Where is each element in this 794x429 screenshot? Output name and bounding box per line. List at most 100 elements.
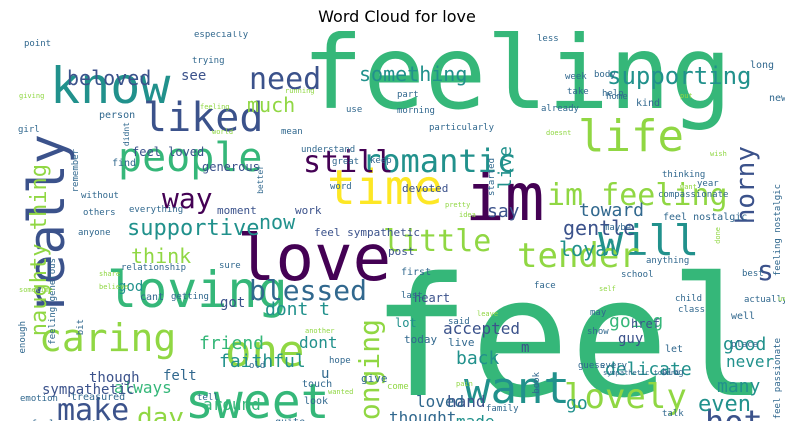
word-let: let (665, 344, 684, 355)
word-may: may (590, 308, 607, 318)
word-now: now (259, 210, 296, 234)
word-pain: pain (456, 380, 473, 388)
word-sympathetic: sympathetic (42, 382, 135, 398)
word-self: self (599, 285, 616, 293)
word-giving: giving (19, 92, 45, 100)
word-getting: getting (171, 292, 209, 302)
word-one: one (225, 326, 305, 377)
word-still: still (303, 145, 394, 180)
word-people: people (118, 135, 263, 181)
word-god: god (118, 279, 144, 295)
word-didnt: didnt (122, 122, 131, 147)
word-going: going (609, 311, 664, 332)
word-dont: dont (299, 333, 338, 352)
word-post: post (388, 245, 415, 258)
word-see: see (181, 68, 207, 84)
word-relationship: relationship (121, 263, 187, 273)
word-devoted: devoted (402, 182, 449, 195)
word-part: part (397, 90, 419, 100)
word-im-feeling: im feeling (547, 178, 728, 213)
word-feel-nostalgic: feel nostalgic (663, 212, 748, 223)
word-without: without (81, 191, 119, 201)
word-supportive: supportive (127, 216, 260, 241)
word-quite: quite (275, 418, 305, 422)
chart-title: Word Cloud for love (318, 7, 476, 26)
word-liked: liked (143, 95, 264, 141)
word-even: even (698, 392, 751, 417)
word-though: though (89, 370, 140, 386)
word-tell: tell (197, 393, 219, 403)
word-generous: generous (202, 160, 260, 174)
word-everything: everything (129, 205, 184, 215)
word-lovely: lovely (564, 377, 687, 417)
word-find: find (112, 158, 137, 169)
word-never: never (726, 352, 775, 371)
word-day: day (137, 403, 184, 421)
word-friend: friend (199, 333, 265, 354)
word-week: week (565, 72, 587, 82)
word-sweet: sweet (185, 374, 330, 421)
word-another: another (305, 327, 335, 335)
word-compassionate: compassionate (658, 190, 729, 200)
word-pretty: pretty (445, 201, 471, 209)
word-want: want (464, 363, 570, 414)
word-thought: thought (389, 408, 457, 422)
word-feeling: feeling (200, 103, 230, 111)
word-guess: guess (578, 361, 606, 371)
word-s: s (757, 254, 774, 287)
word-make: make (57, 393, 130, 422)
word-put: put (680, 92, 693, 100)
word-treasured: treasured (71, 392, 126, 403)
word-work: work (295, 204, 322, 217)
word-feel-loved: feel loved (132, 145, 205, 159)
word-long: long (750, 60, 775, 71)
word-moment: moment (217, 204, 257, 217)
word-book: book (532, 372, 542, 394)
word-beloved: beloved (67, 66, 152, 90)
word-little: little (383, 224, 492, 259)
word-around: around (203, 395, 261, 414)
word-year: year (697, 179, 719, 189)
word-thinking: thinking (662, 170, 706, 180)
word-hand: hand (447, 392, 486, 411)
word-feel-passionate: feel passionate (773, 338, 783, 420)
word-give: give (361, 372, 388, 385)
word-cloud: feeling feel love im know really people liked ti… (9, 31, 785, 421)
word-wanted: wanted (328, 388, 354, 396)
word-know: know (50, 57, 171, 115)
word-touch: touch (302, 379, 333, 390)
word-time: time (327, 160, 443, 216)
word-loved: loved (416, 392, 465, 411)
word-emotion: emotion (20, 394, 58, 404)
word-cant: cant (140, 292, 165, 303)
word-started: started (487, 158, 497, 196)
word-talk: talk (662, 409, 684, 419)
word-blessed: blessed (249, 274, 368, 307)
word-life: life (578, 111, 684, 162)
word-use: use (346, 105, 363, 115)
word-caring: caring (39, 316, 177, 360)
word-help: help (602, 89, 624, 99)
word-bit: bit (76, 319, 86, 336)
word-kind: kind (636, 98, 661, 109)
word-old: old (249, 361, 266, 371)
word-face: face (534, 281, 556, 291)
word-feeling-generous: feeling generous (48, 258, 58, 345)
word-less: less (537, 34, 559, 44)
word-live: live (495, 146, 516, 190)
word-u: u (321, 366, 330, 382)
word-much: much (247, 93, 296, 117)
word-feeling-nostalgic: feeling nostalgic (773, 184, 783, 277)
word-mean: mean (281, 127, 303, 137)
word-loving: loving (107, 261, 288, 319)
word-need: need (249, 62, 322, 97)
word-lot: lot (395, 316, 417, 330)
word-many: many (717, 376, 761, 397)
word-gentle: gentle (563, 216, 636, 240)
word-feel-sympathetic: feel sympathetic (314, 226, 420, 239)
word-actually: actually (744, 295, 785, 305)
word-want: want (680, 183, 697, 191)
word-said: said (448, 317, 470, 327)
word-faithful: faithful (219, 351, 306, 372)
word-maybe: maybe (604, 223, 632, 233)
